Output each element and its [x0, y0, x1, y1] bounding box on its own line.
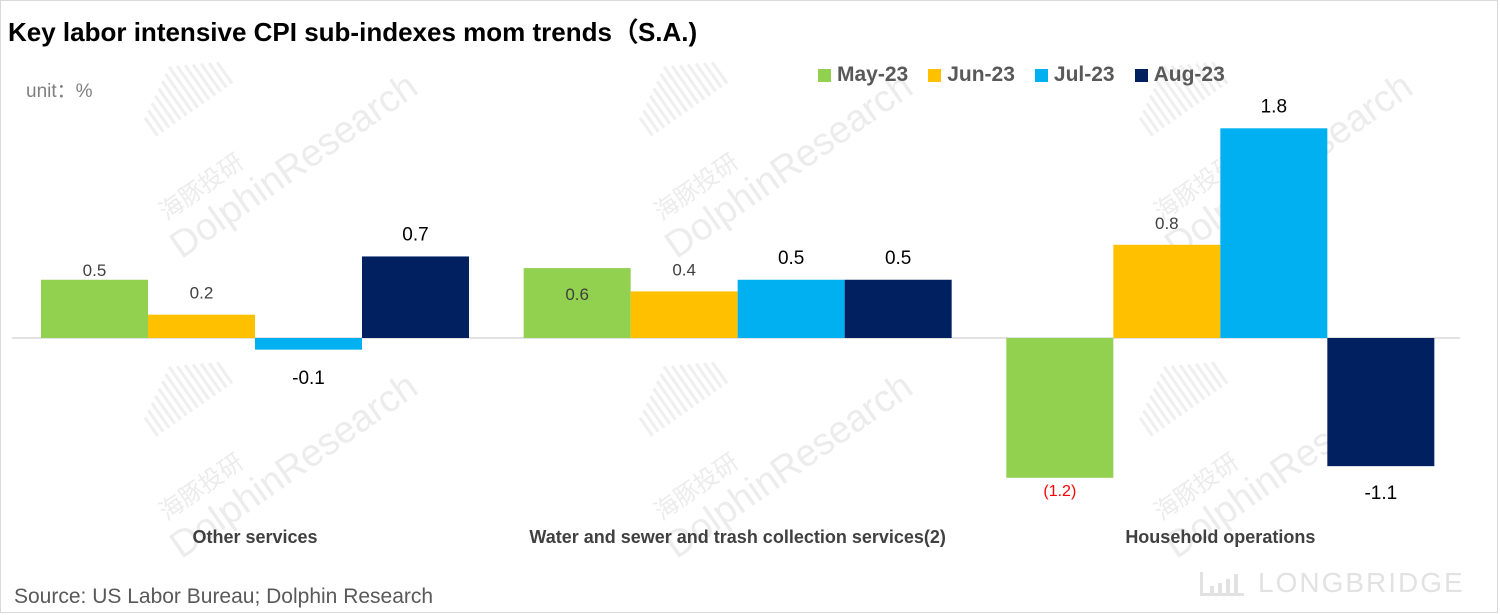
data-label-jun-23-2: 0.8: [1155, 214, 1179, 233]
data-label-aug-23-1: 0.5: [885, 248, 911, 269]
legend-label-jun: Jun-23: [947, 63, 1015, 86]
chart-title: Key labor intensive CPI sub-indexes mom …: [8, 17, 698, 47]
legend-item-jul: Jul-23: [1034, 63, 1115, 87]
bar-jul-23-2: [1220, 128, 1328, 338]
source-note: Source: US Labor Bureau; Dolphin Researc…: [14, 585, 434, 608]
brand-logo: LONGBRIDGE: [1198, 566, 1465, 600]
legend-swatch-aug: [1134, 68, 1148, 82]
bars-layer: [41, 128, 1435, 478]
bar-aug-23-2: [1327, 338, 1435, 467]
bar-may-23-0: [41, 279, 148, 338]
data-label-jun-23-0: 0.2: [190, 284, 214, 303]
bar-jun-23-2: [1113, 244, 1221, 338]
data-label-aug-23-0: 0.7: [402, 224, 428, 245]
data-label-may-23-0: 0.5: [83, 261, 107, 280]
data-labels-layer: 0.5 0.2 -0.1 0.7 0.6 0.4 0.5 0.5 (1.2) 0.8 1.8 -1.1: [83, 96, 1398, 504]
brand-name: LONGBRIDGE: [1258, 567, 1465, 598]
data-label-jun-23-1: 0.4: [672, 260, 696, 279]
bar-aug-23-1: [844, 279, 952, 338]
legend-swatch-jul: [1034, 68, 1048, 82]
data-label-aug-23-2: -1.1: [1364, 483, 1397, 504]
legend-label-jul: Jul-23: [1053, 63, 1115, 86]
category-labels-layer: Other services Water and sewer and trash …: [192, 527, 1315, 547]
legend-item-aug: Aug-23: [1134, 63, 1225, 87]
bar-jul-23-1: [737, 279, 845, 338]
data-label-jul-23-2: 1.8: [1261, 96, 1287, 117]
svg-text:DolphinResearch: DolphinResearch: [657, 65, 920, 267]
bar-logo-icon: [1200, 572, 1244, 596]
legend-item-jun: Jun-23: [928, 63, 1015, 87]
data-label-jul-23-0: -0.1: [292, 368, 325, 389]
category-label-1: Water and sewer and trash collection ser…: [529, 527, 946, 547]
bar-jun-23-1: [630, 291, 738, 338]
legend-label-aug: Aug-23: [1153, 63, 1225, 86]
legend-label-may: May-23: [837, 63, 909, 86]
data-label-jul-23-1: 0.5: [778, 248, 804, 269]
bar-jul-23-0: [255, 338, 362, 350]
legend-swatch-may: [818, 68, 831, 82]
category-label-0: Other services: [192, 527, 317, 547]
bar-may-23-1: [523, 268, 631, 338]
legend-swatch-jun: [928, 68, 942, 82]
bar-may-23-2: [1006, 338, 1114, 478]
category-label-2: Household operations: [1125, 527, 1315, 547]
bar-aug-23-0: [362, 256, 469, 338]
bar-jun-23-0: [148, 314, 255, 338]
data-label-may-23-1: 0.6: [565, 285, 589, 304]
legend: May-23 Jun-23 Jul-23 Aug-23: [818, 63, 1225, 87]
data-label-may-23-2: (1.2): [1043, 483, 1076, 500]
svg-text:DolphinResearch: DolphinResearch: [162, 65, 425, 267]
unit-label: unit：%: [26, 81, 93, 102]
legend-item-may: May-23: [818, 63, 908, 87]
